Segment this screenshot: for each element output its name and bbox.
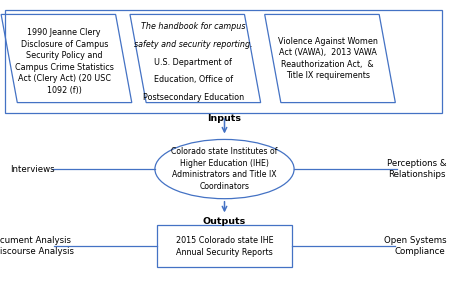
Text: Postsecondary Education: Postsecondary Education bbox=[142, 93, 244, 102]
Text: safety and security reporting.: safety and security reporting. bbox=[134, 40, 252, 49]
Text: Colorado state Institutes of
Higher Education (IHE)
Administrators and Title IX
: Colorado state Institutes of Higher Educ… bbox=[172, 147, 277, 191]
Text: Open Systems &
Compliance: Open Systems & Compliance bbox=[384, 236, 449, 256]
Text: Outputs: Outputs bbox=[203, 217, 246, 226]
Text: Perceptions &
Relationships: Perceptions & Relationships bbox=[387, 159, 446, 179]
Text: The handbook for campus: The handbook for campus bbox=[141, 22, 245, 31]
Bar bbox=[5, 10, 442, 113]
Text: U.S. Department of: U.S. Department of bbox=[154, 58, 232, 66]
Text: Interviews: Interviews bbox=[10, 164, 55, 174]
Text: Document Analysis
& Discourse Analysis: Document Analysis & Discourse Analysis bbox=[0, 236, 74, 256]
Text: Education, Office of: Education, Office of bbox=[154, 75, 233, 84]
Text: Violence Against Women
Act (VAWA),  2013 VAWA
Reauthorization Act,  &
Title IX r: Violence Against Women Act (VAWA), 2013 … bbox=[278, 37, 378, 80]
Text: 2015 Colorado state IHE
Annual Security Reports: 2015 Colorado state IHE Annual Security … bbox=[176, 236, 273, 257]
Text: Inputs: Inputs bbox=[207, 114, 242, 123]
Ellipse shape bbox=[155, 140, 294, 199]
Polygon shape bbox=[130, 14, 260, 103]
Bar bbox=[157, 225, 292, 267]
Polygon shape bbox=[264, 14, 396, 103]
Polygon shape bbox=[1, 14, 132, 103]
Text: 1990 Jeanne Clery
Disclosure of Campus
Security Policy and
Campus Crime Statisti: 1990 Jeanne Clery Disclosure of Campus S… bbox=[15, 28, 114, 95]
